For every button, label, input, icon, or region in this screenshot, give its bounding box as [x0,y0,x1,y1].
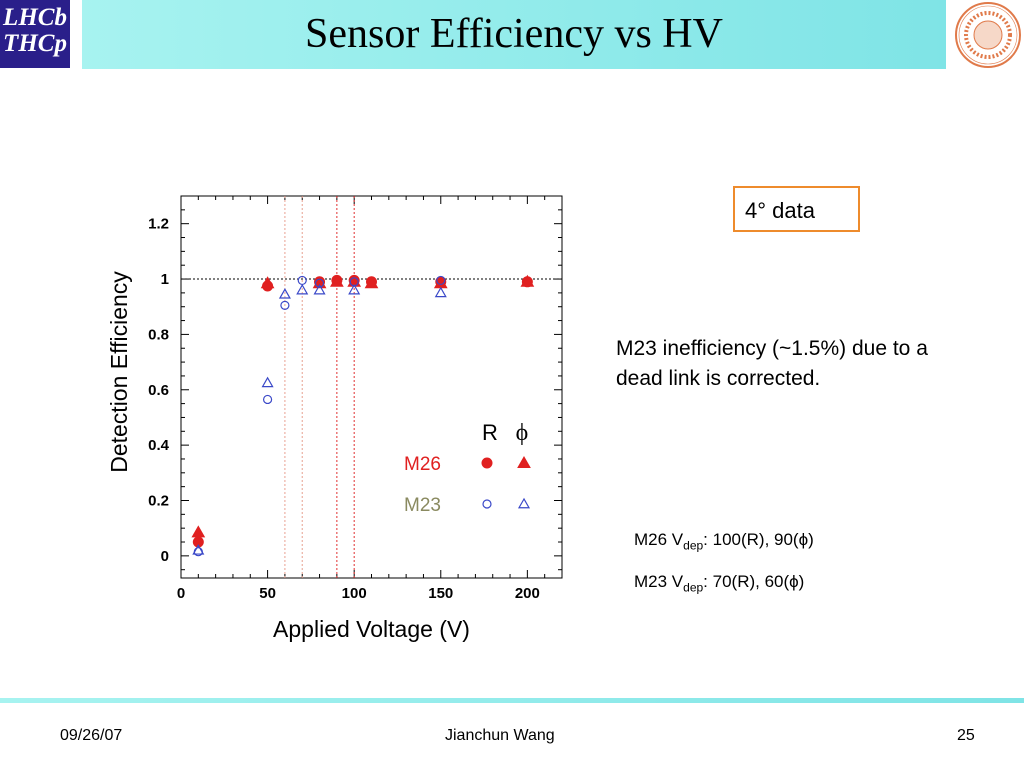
footer-page-number: 25 [957,727,975,744]
title-bar: Sensor Efficiency vs HV [82,0,946,69]
data-point-triangle-filled [364,276,379,289]
data-point-circle-open [436,275,446,286]
data-point-circle-open [314,278,325,288]
legend-label: M26 [404,454,441,475]
data-point-triangle-filled [260,276,275,289]
legend-marker-triangle-filled [517,455,531,468]
y-tick-label: 0.4 [148,437,170,454]
data-point-triangle-filled [520,274,535,287]
y-axis-label: Detection Efficiency [106,271,132,473]
y-tick-label: 0.8 [148,326,169,343]
x-axis-label: Applied Voltage (V) [273,616,470,642]
x-tick-label: 200 [515,585,540,602]
footer-divider [0,698,1024,703]
legend-marker-circle-open [482,499,492,509]
x-tick-label: 150 [428,585,453,602]
m23-vdep-line: M23 Vdep: 70(R), 60(ϕ) [634,572,804,594]
legend-label: M23 [404,495,441,516]
y-tick-label: 1 [161,271,169,288]
data-point-triangle-open [348,283,361,295]
data-point-triangle-open [296,283,309,295]
legend-marker-triangle-open [517,497,531,509]
y-tick-label: 0 [161,548,169,565]
data-point-circle-open [280,300,290,310]
data-point-triangle-filled [330,274,344,287]
lhcb-logo: LHCb THCp [0,0,70,68]
m26-vdep-suffix: : 100(R), 90(ϕ) [703,530,814,549]
footer-author: Jianchun Wang [445,727,555,744]
y-tick-label: 0.6 [148,382,169,399]
data-point-triangle-open [261,376,274,388]
lhcb-logo-line1: LHCb [3,4,67,31]
legend-header-phi: ϕ [516,420,529,446]
page-title: Sensor Efficiency vs HV [305,11,723,57]
x-tick-label: 100 [342,585,367,602]
m23-vdep-prefix: M23 V [634,572,684,591]
y-tick-label: 1.2 [148,216,169,233]
data-point-triangle-open [192,544,205,555]
data-point-triangle-open [278,288,291,299]
efficiency-scatter-chart: 0 50 100 150 200 0 0.2 0.4 0.6 0.8 1 1.2 R ϕ M26 M23 App… [106,195,563,642]
x-tick-label: 0 [177,585,185,602]
angle-data-label: 4° data [733,186,860,232]
y-tick-label: 0.2 [148,492,169,509]
plot-frame [180,195,563,579]
data-point-triangle-open [434,286,447,298]
x-tick-label: 50 [259,585,276,602]
legend-header-r: R [482,420,498,445]
lhcb-logo-line2: THCp [3,30,67,57]
m23-correction-note: M23 inefficiency (~1.5%) due to a dead l… [616,337,928,390]
data-point-circle-open [262,394,273,405]
data-point-triangle-filled [191,525,206,538]
m26-vdep-line: M26 Vdep: 100(R), 90(ϕ) [634,530,814,552]
syracuse-university-seal [955,2,1021,68]
m23-vdep-sub: dep [683,580,704,595]
legend-marker-circle-filled [481,457,493,469]
m26-vdep-sub: dep [683,538,704,553]
data-point-triangle-open [313,283,326,295]
footer-date: 09/26/07 [60,727,123,744]
m26-vdep-prefix: M26 V [634,530,684,549]
m23-vdep-suffix: : 70(R), 60(ϕ) [703,572,805,591]
